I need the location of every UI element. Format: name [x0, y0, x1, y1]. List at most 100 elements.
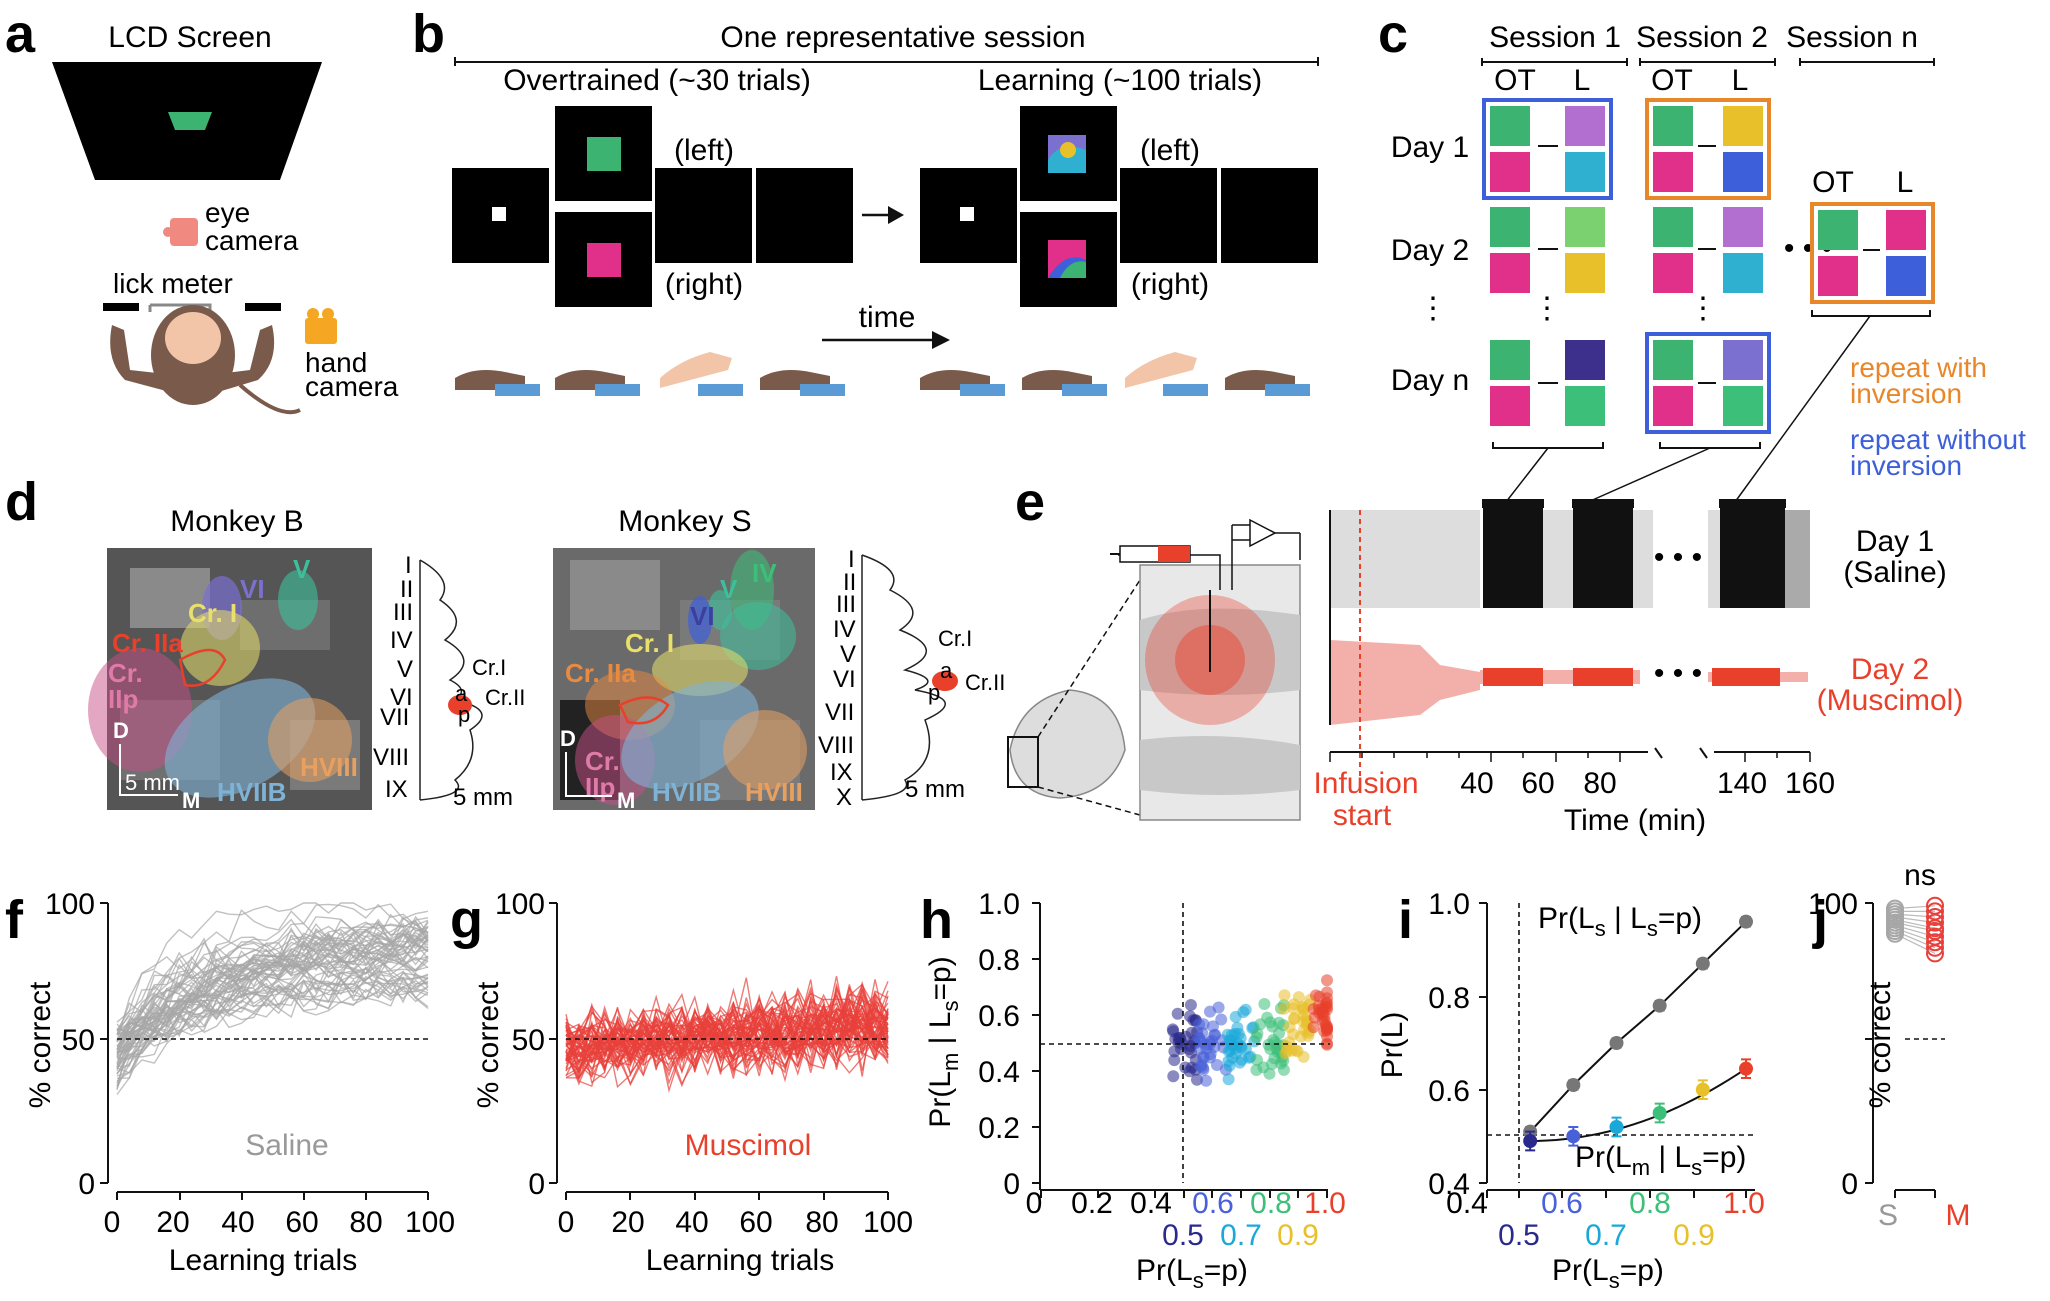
- f-xtick-0: 0: [104, 1206, 121, 1239]
- day2-label: Day 2: [1391, 234, 1469, 267]
- h-point: [1184, 999, 1197, 1011]
- brain-slice-illustration: [1007, 518, 1301, 821]
- sequence-arrow: [888, 206, 904, 224]
- ot-left-label: (left): [674, 134, 734, 167]
- b-lobule-ix: IX: [385, 776, 408, 803]
- h-xtick-0.6: 0.6: [1192, 1187, 1234, 1220]
- panel-e-letter: e: [1015, 472, 1045, 532]
- g-ytick-50: 50: [512, 1024, 545, 1057]
- s-lobule-v: V: [840, 641, 856, 668]
- h-scatter-points: [1166, 974, 1333, 1087]
- panel-e: e: [1007, 472, 1963, 837]
- s-dir-d: D: [560, 726, 576, 751]
- time-label: time: [859, 301, 916, 334]
- h-point: [1268, 1052, 1281, 1065]
- repeat-inversion-2: inversion: [1850, 378, 1962, 409]
- h-point: [1167, 1070, 1180, 1083]
- lick-meter-left: [103, 303, 139, 311]
- i-point-m: [1523, 1134, 1538, 1148]
- i-curve-s-label: Pr(Ls | Ls=p): [1538, 902, 1702, 941]
- s-lobule-iv: IV: [833, 616, 856, 643]
- s-a: a: [940, 658, 953, 683]
- region-s-cri: Cr. I: [625, 628, 674, 658]
- b-lobule-iii: III: [393, 599, 413, 626]
- j-point-m: [1926, 913, 1944, 932]
- h-point: [1288, 1013, 1301, 1025]
- muscimol-trace: [1330, 640, 1808, 725]
- i-fit-line-s: [1529, 920, 1747, 1133]
- panel-j-letter: j: [1812, 890, 1828, 950]
- saline-curve: [116, 977, 429, 1042]
- h-point: [1168, 1054, 1181, 1067]
- b-crii: Cr.II: [485, 685, 525, 710]
- trace-dots-2: • • •: [1654, 657, 1702, 690]
- saline-curve: [116, 982, 429, 1043]
- muscimol-learning-curves: [565, 976, 889, 1094]
- saline-curve: [116, 902, 429, 1041]
- saline-curve: [116, 987, 429, 1069]
- i-ytick-0.8: 0.8: [1428, 982, 1470, 1015]
- i-y-label: Pr(L): [1376, 1012, 1409, 1079]
- g-xtick-40: 40: [675, 1206, 708, 1239]
- saline-curve: [116, 982, 429, 1074]
- learning-label: Learning (~100 trials): [978, 64, 1262, 97]
- f-xtick-20: 20: [156, 1206, 189, 1239]
- learn-feedback-frame: [1221, 168, 1318, 263]
- b-dir-d: D: [113, 718, 129, 743]
- h-xtick-1.0: 1.0: [1304, 1187, 1346, 1220]
- region-b-vi: VI: [240, 574, 265, 604]
- mri-monkey-b: [88, 548, 372, 810]
- f-xtick-100: 100: [405, 1206, 455, 1239]
- h-point: [1251, 1027, 1264, 1040]
- infusion-label: Infusion: [1313, 767, 1418, 800]
- s2-dayn-box: [1645, 332, 1771, 434]
- h-point: [1215, 1013, 1228, 1026]
- overtrained-label: Overtrained (~30 trials): [503, 64, 811, 97]
- h-point: [1222, 1055, 1235, 1068]
- s-lobule-x: X: [836, 784, 852, 811]
- saline-curve: [116, 915, 429, 1077]
- trace-dots-1: • • •: [1654, 541, 1702, 574]
- panel-c-letter: c: [1378, 4, 1408, 64]
- h-point: [1235, 1053, 1248, 1066]
- s2-l-label: L: [1732, 64, 1749, 97]
- e-tick-40: 40: [1460, 767, 1493, 800]
- saline-learning-curves: [116, 902, 429, 1095]
- session1-label: Session 1: [1489, 21, 1621, 54]
- learn-left-label: (left): [1140, 134, 1200, 167]
- h-x-label: Pr(Ls=p): [1136, 1254, 1248, 1293]
- panel-b: b One representative session Overtrained…: [412, 4, 1319, 396]
- h-point: [1211, 1059, 1223, 1071]
- screen-stimulus: [168, 112, 212, 130]
- hand-label: hand: [305, 347, 367, 378]
- j-point-s: [1886, 924, 1904, 943]
- region-b-criia: Cr. IIa: [112, 628, 183, 658]
- panel-i-letter: i: [1398, 890, 1413, 950]
- region-s-hviii: HVIII: [745, 777, 803, 807]
- h-point: [1191, 1073, 1203, 1086]
- panel-g: g 100 50 0 0 20 40 60 80 100 Learning tr…: [450, 888, 913, 1277]
- saline-curve: [116, 931, 429, 1036]
- cerebellum-s-schematic: [861, 554, 958, 801]
- h-point: [1166, 1023, 1179, 1036]
- h-y-label: Pr(Lm | Ls=p): [924, 956, 963, 1127]
- saline-curve: [116, 937, 429, 1031]
- lcd-screen-label: LCD Screen: [108, 21, 271, 54]
- i-ytick-0.6: 0.6: [1428, 1075, 1470, 1108]
- muscimol-curve: [565, 1004, 889, 1076]
- region-s-iip: IIp: [585, 772, 615, 802]
- panel-e-time-axis: [1329, 747, 1811, 762]
- h-point: [1222, 1073, 1235, 1086]
- h-point: [1278, 1002, 1290, 1015]
- session1-tiles: [1490, 106, 1605, 426]
- sessionn-tiles: [1818, 210, 1926, 296]
- connector-lines: [1505, 315, 1871, 503]
- saline-curve: [116, 942, 429, 1050]
- e-tick-160: 160: [1785, 767, 1835, 800]
- h-point: [1193, 1032, 1206, 1045]
- i-series: [1523, 914, 1753, 1152]
- j-ytick-0: 0: [1841, 1168, 1858, 1201]
- i-xtick-0.5: 0.5: [1498, 1219, 1540, 1252]
- b-lobule-vii: VII: [380, 704, 409, 731]
